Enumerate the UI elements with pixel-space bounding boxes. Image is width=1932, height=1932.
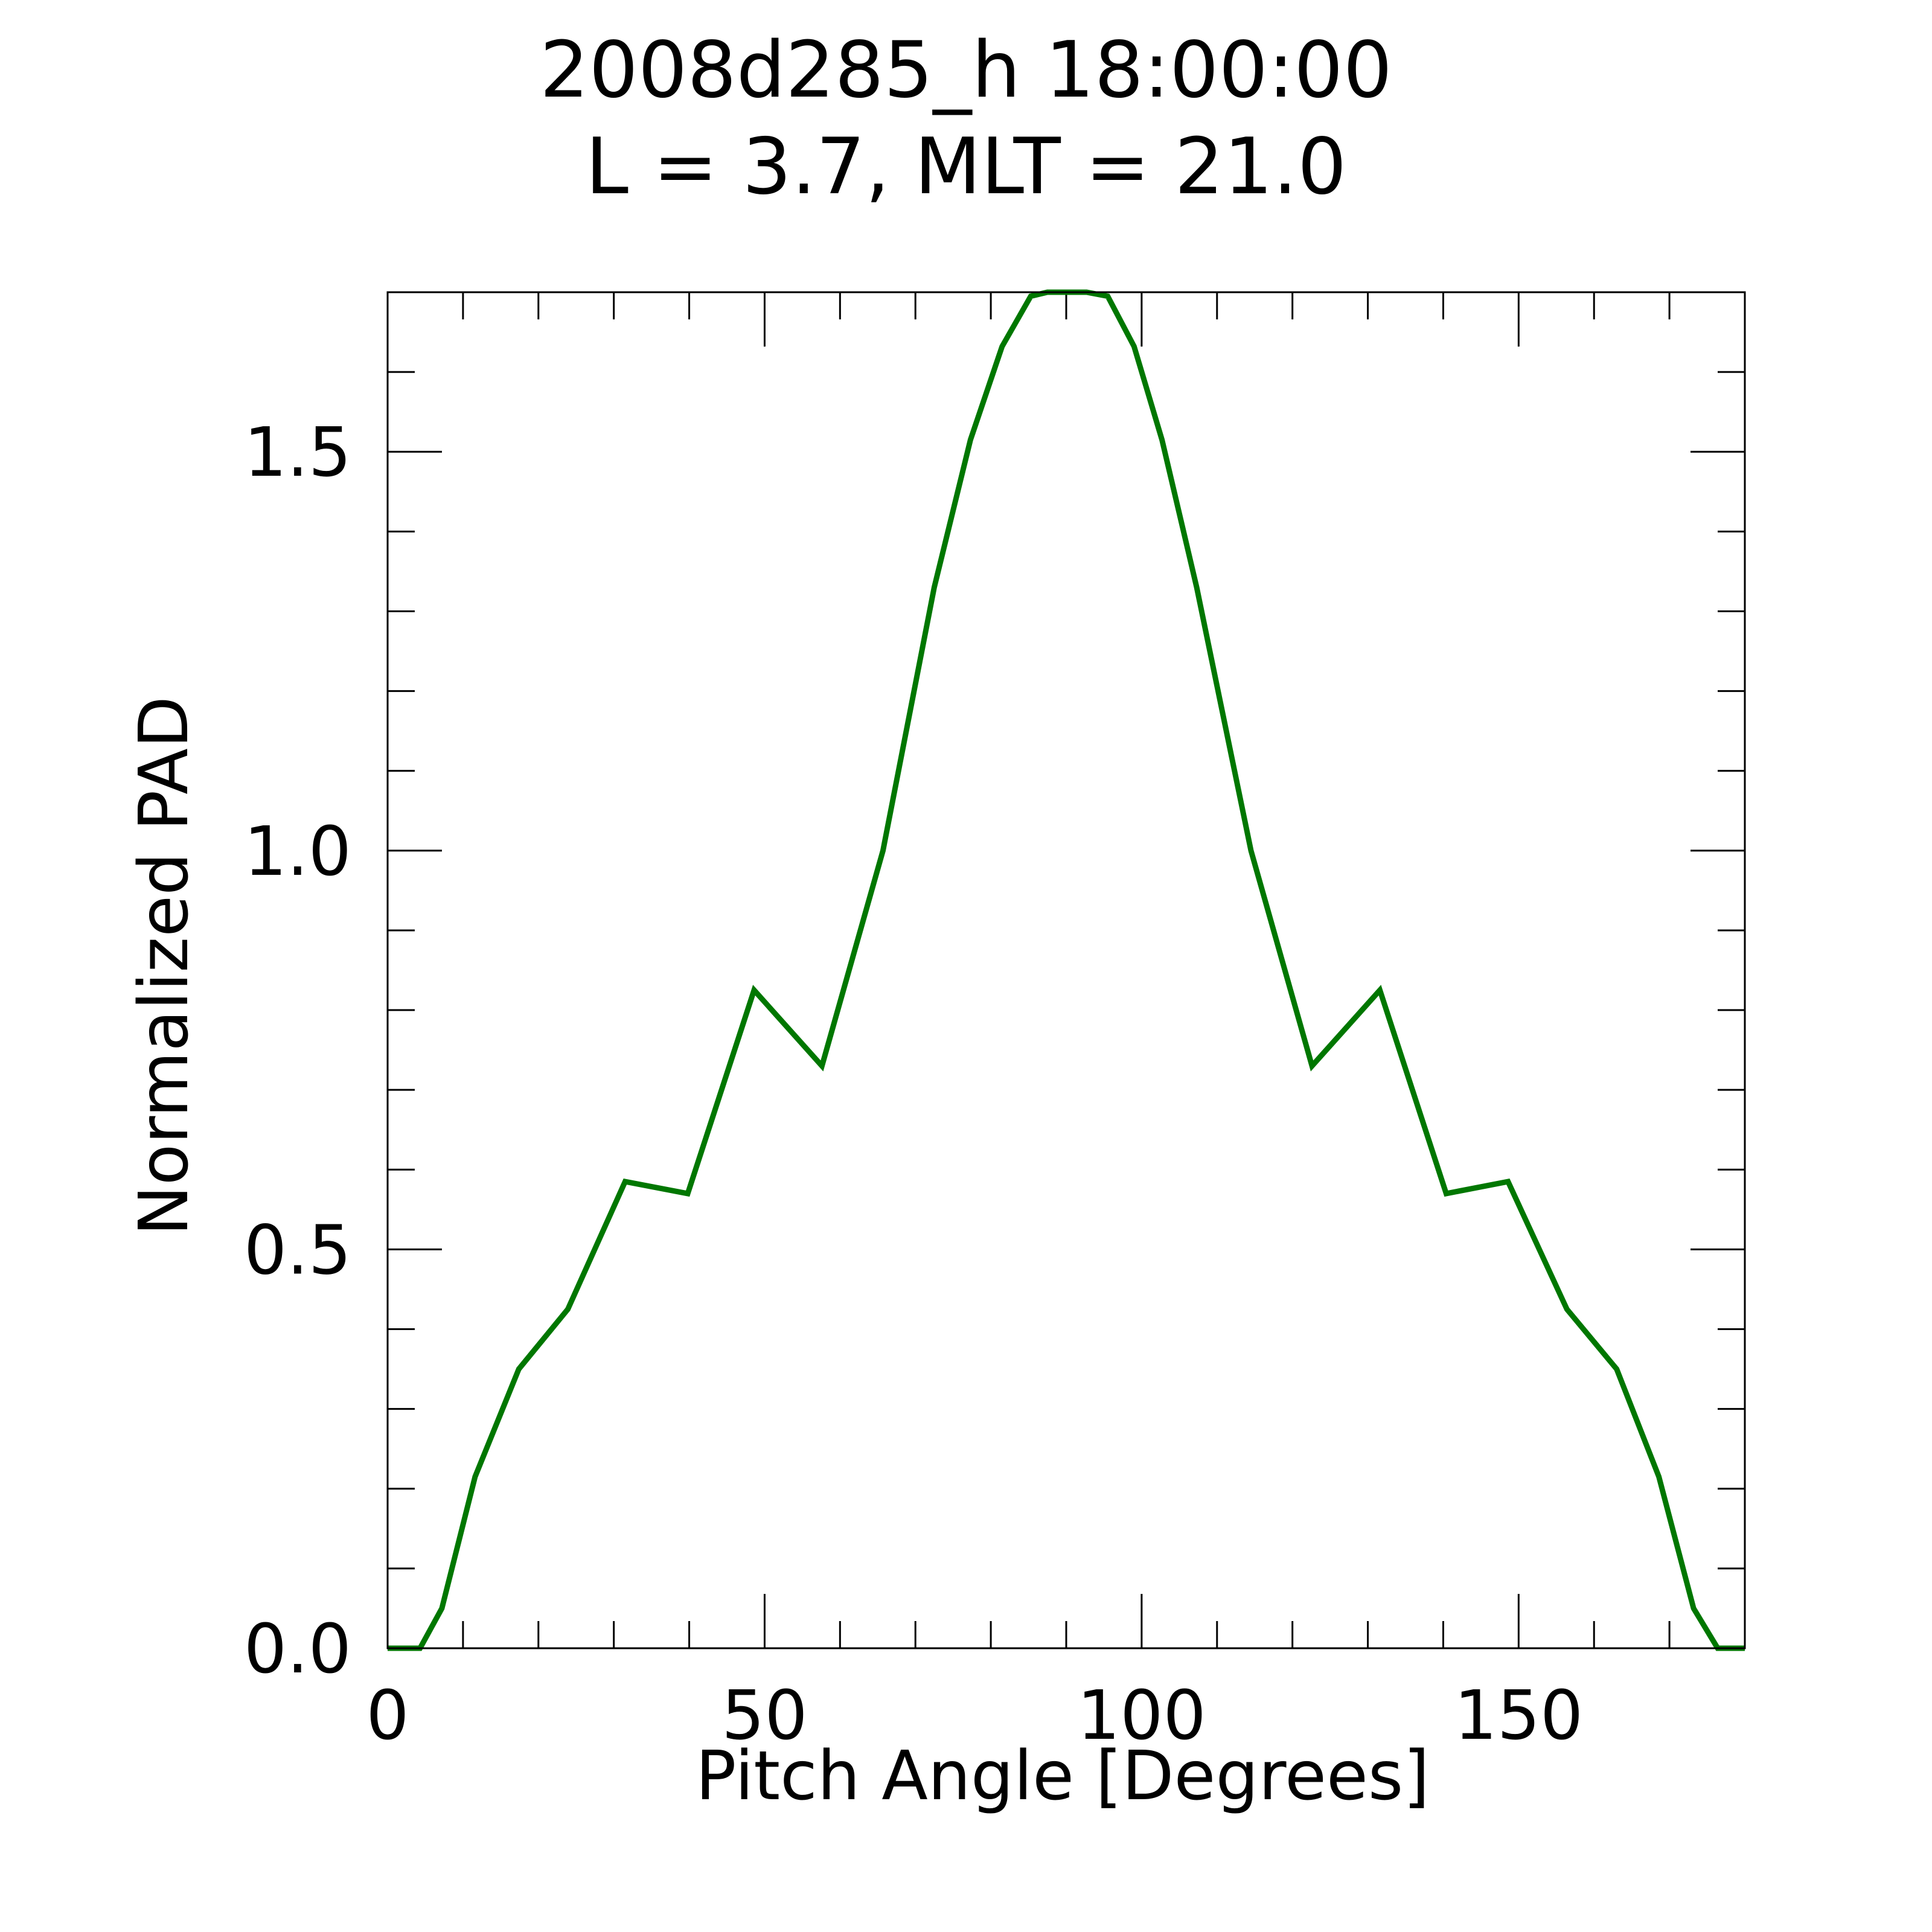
x-axis-label: Pitch Angle [Degrees] [696,1737,1430,1815]
plot-frame [386,291,1746,1649]
chart-title: 2008d285_h 18:00:00 [540,25,1392,115]
x-tick-label: 150 [1454,1677,1583,1755]
y-tick-label: 0.0 [244,1610,351,1689]
tick-labels: 0 50 100 150 0.0 0.5 1.0 1.5 [244,414,1583,1755]
chart-subtitle: L = 3.7, MLT = 21.0 [586,122,1347,212]
x-tick-label: 100 [1077,1677,1206,1755]
y-tick-label: 0.5 [244,1211,351,1290]
y-tick-label: 1.5 [244,414,351,492]
x-tick-label: 0 [366,1677,409,1755]
x-tick-label: 50 [721,1677,808,1755]
y-axis-label: Normalized PAD [125,696,203,1236]
y-tick-label: 1.0 [244,813,351,891]
